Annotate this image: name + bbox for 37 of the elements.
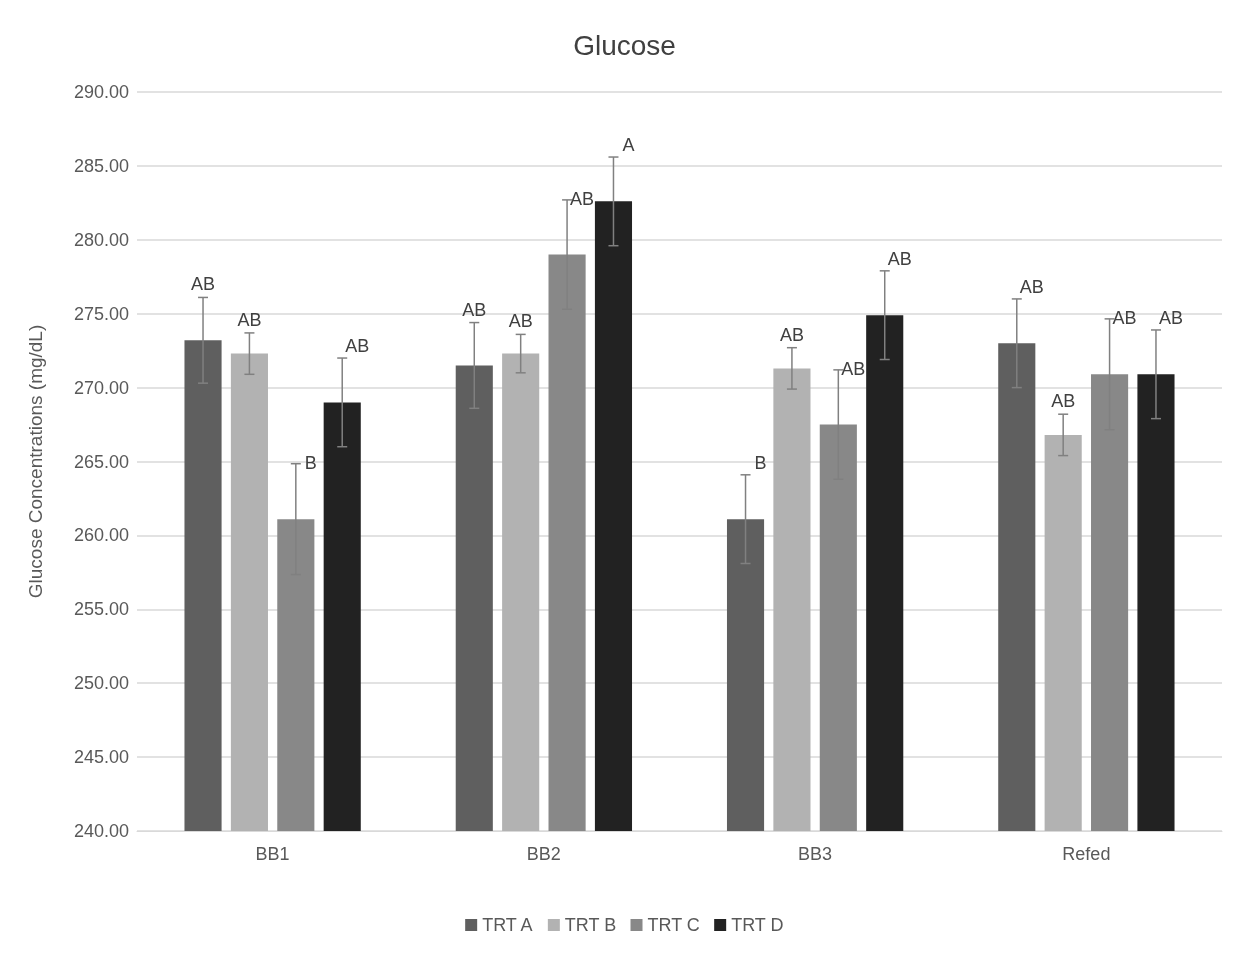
data-label: AB: [779, 324, 804, 345]
data-label: AB: [570, 188, 595, 209]
y-tick-label: 280.00: [73, 229, 129, 250]
data-label: B: [304, 453, 317, 474]
x-tick-label: BB2: [526, 844, 561, 864]
legend-label: TRT D: [731, 915, 784, 935]
data-label: AB: [508, 311, 533, 332]
data-label: AB: [887, 249, 912, 270]
x-tick-label: BB3: [798, 844, 833, 864]
y-tick-label: 260.00: [73, 525, 129, 546]
legend-label: TRT A: [482, 915, 533, 935]
y-tick-label: 245.00: [73, 747, 129, 768]
data-label: AB: [841, 358, 866, 379]
data-label: AB: [462, 299, 487, 320]
y-tick-label: 255.00: [73, 599, 129, 620]
y-axis-title: Glucose Concentrations (mg/dL): [25, 324, 46, 599]
data-label: B: [754, 453, 767, 474]
chart-title: Glucose: [573, 29, 676, 61]
y-tick-label: 265.00: [73, 451, 129, 472]
data-label: AB: [237, 309, 262, 330]
data-label: AB: [1158, 308, 1183, 329]
legend-label: TRT B: [564, 915, 617, 935]
data-label: A: [622, 135, 635, 156]
data-label: AB: [1019, 277, 1044, 298]
y-tick-label: 270.00: [73, 377, 129, 398]
y-tick-label: 240.00: [73, 821, 129, 841]
data-label: AB: [1112, 308, 1137, 329]
y-tick-label: 275.00: [73, 303, 129, 324]
y-tick-label: 250.00: [73, 673, 129, 694]
x-tick-label: BB1: [255, 844, 290, 864]
data-label: AB: [1051, 391, 1076, 412]
data-label: AB: [191, 274, 216, 295]
x-tick-label: Refed: [1062, 844, 1111, 864]
data-label: AB: [345, 336, 370, 357]
legend-label: TRT C: [647, 915, 700, 935]
y-tick-label: 290.00: [73, 82, 129, 102]
y-tick-label: 285.00: [73, 155, 129, 176]
